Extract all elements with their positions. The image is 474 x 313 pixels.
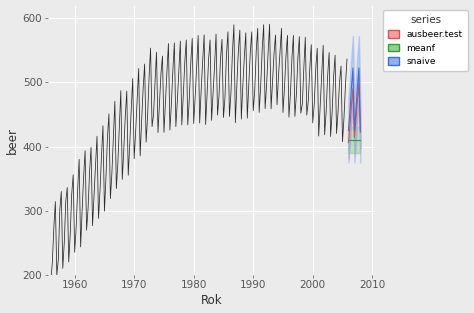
Legend: ausbeer.test, meanf, snaive: ausbeer.test, meanf, snaive bbox=[383, 10, 468, 71]
X-axis label: Rok: Rok bbox=[201, 295, 222, 307]
Y-axis label: beer: beer bbox=[6, 127, 18, 154]
